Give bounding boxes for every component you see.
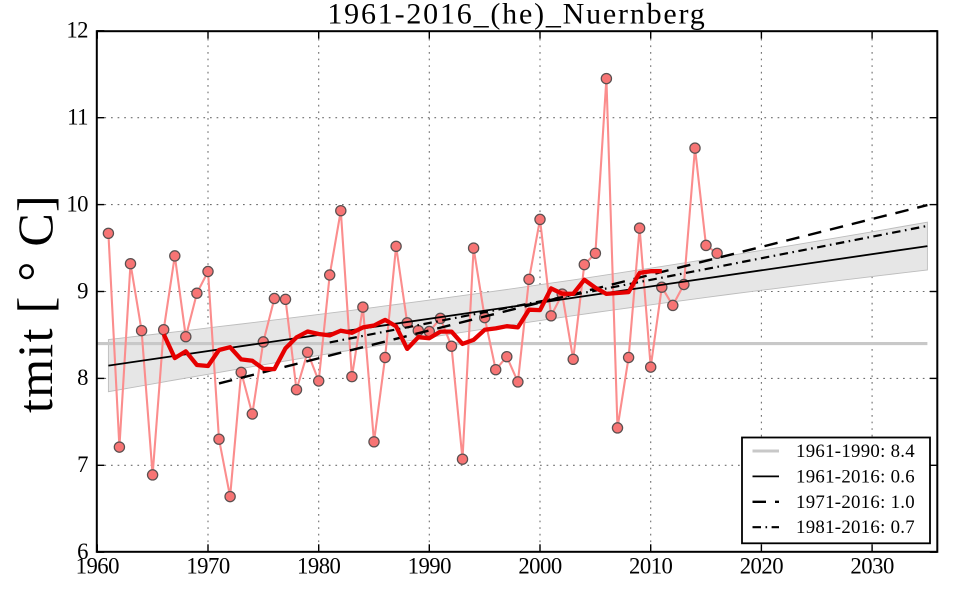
svg-text:12: 12: [66, 18, 88, 43]
svg-text:10: 10: [66, 191, 88, 216]
svg-text:2010: 2010: [629, 554, 673, 579]
svg-text:1970: 1970: [186, 554, 230, 579]
svg-text:tmit [ ° C]: tmit [ ° C]: [7, 194, 63, 413]
svg-text:2020: 2020: [740, 554, 784, 579]
svg-text:1980: 1980: [297, 554, 341, 579]
svg-text:6: 6: [77, 539, 88, 564]
svg-text:2000: 2000: [518, 554, 562, 579]
svg-text:1961-2016: 0.6: 1961-2016: 0.6: [796, 466, 915, 487]
svg-text:8: 8: [77, 365, 88, 390]
svg-text:2030: 2030: [850, 554, 894, 579]
svg-text:1961-2016_(he)_Nuernberg: 1961-2016_(he)_Nuernberg: [327, 0, 706, 31]
svg-text:11: 11: [67, 105, 88, 130]
svg-text:1971-2016: 1.0: 1971-2016: 1.0: [796, 492, 915, 513]
svg-text:1981-2016: 0.7: 1981-2016: 0.7: [796, 517, 915, 538]
svg-text:7: 7: [77, 452, 88, 477]
svg-text:1990: 1990: [408, 554, 452, 579]
svg-text:1960: 1960: [76, 554, 120, 579]
svg-text:1961-1990: 8.4: 1961-1990: 8.4: [796, 441, 915, 462]
svg-text:9: 9: [77, 278, 88, 303]
